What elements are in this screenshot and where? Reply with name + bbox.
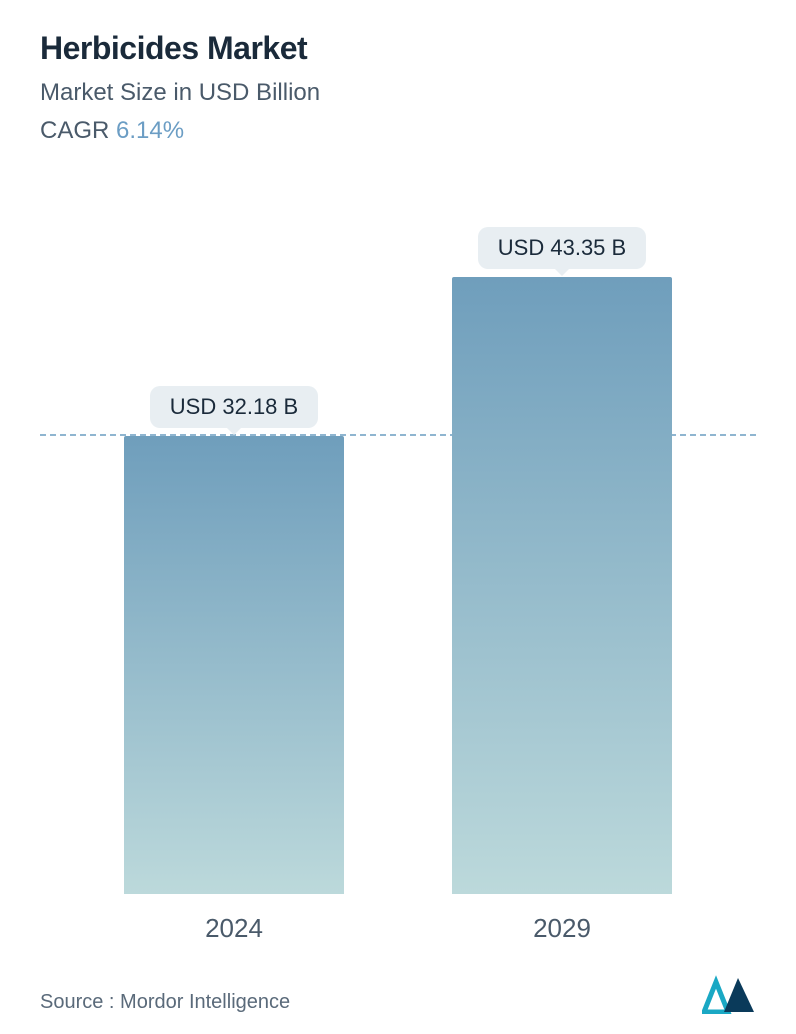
bar-group-0: USD 32.18 B [94, 195, 374, 894]
chart-footer: Source : Mordor Intelligence [40, 954, 756, 1014]
chart-title: Herbicides Market [40, 30, 756, 67]
cagr-label: CAGR [40, 117, 109, 144]
cagr-line: CAGR 6.14% [40, 117, 756, 145]
chart-container: Herbicides Market Market Size in USD Bil… [0, 0, 796, 1034]
mordor-logo-icon [702, 974, 756, 1014]
bar-group-1: USD 43.35 B [422, 195, 702, 894]
bar-1 [452, 277, 672, 894]
bar-0 [124, 436, 344, 894]
bars-wrap: USD 32.18 B USD 43.35 B [40, 195, 756, 894]
value-pill-0: USD 32.18 B [150, 386, 318, 428]
chart-header: Herbicides Market Market Size in USD Bil… [40, 30, 756, 145]
cagr-value: 6.14% [116, 117, 184, 144]
x-label-0: 2024 [94, 913, 374, 944]
source-text: Source : Mordor Intelligence [40, 991, 290, 1014]
chart-subtitle: Market Size in USD Billion [40, 79, 756, 107]
x-label-1: 2029 [422, 913, 702, 944]
chart-area: USD 32.18 B USD 43.35 B 2024 2029 [40, 195, 756, 944]
value-pill-1: USD 43.35 B [478, 227, 646, 269]
x-axis: 2024 2029 [40, 913, 756, 944]
